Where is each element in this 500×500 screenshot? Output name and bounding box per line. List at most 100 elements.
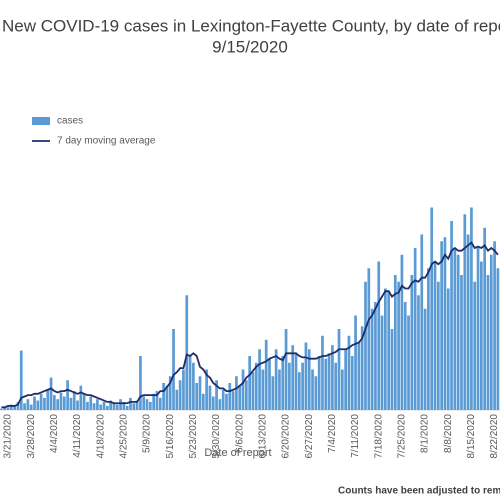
bar <box>0 408 3 410</box>
bar <box>142 396 146 410</box>
bar <box>297 372 301 410</box>
bar <box>496 268 500 410</box>
bar <box>145 399 149 410</box>
bar <box>307 349 311 410</box>
bar <box>258 349 261 410</box>
bar <box>347 335 351 410</box>
x-tick-label: 6/13/2020 <box>258 414 269 459</box>
bar <box>192 362 195 410</box>
bar <box>489 254 493 410</box>
bar <box>453 248 457 410</box>
bar <box>427 268 430 410</box>
bar <box>470 207 473 410</box>
x-tick-label: 7/18/2020 <box>373 414 384 459</box>
bar <box>86 401 89 410</box>
bar <box>205 369 208 410</box>
bar <box>43 397 46 410</box>
x-tick-label: 6/20/2020 <box>281 414 292 459</box>
bar <box>188 356 192 410</box>
bar <box>483 227 487 410</box>
bar <box>264 339 268 410</box>
moving-average-line <box>1 241 499 409</box>
bar <box>99 404 103 410</box>
x-tick-label: 7/11/2020 <box>350 414 361 458</box>
x-tick-label: 8/1/2020 <box>420 414 431 453</box>
bar <box>354 315 357 410</box>
x-tick-label: 4/4/2020 <box>49 414 60 453</box>
bar <box>238 385 242 410</box>
bar <box>304 342 308 410</box>
bar <box>185 295 189 410</box>
bar <box>195 383 199 410</box>
bar <box>450 221 453 410</box>
x-tick-label: 8/8/2020 <box>443 414 454 453</box>
bar <box>29 404 33 410</box>
bar <box>76 400 79 410</box>
bar <box>6 407 10 410</box>
bar <box>413 248 417 410</box>
bar <box>370 308 374 410</box>
bar <box>314 376 318 410</box>
x-tick-label: 7/25/2020 <box>397 414 408 459</box>
x-tick-label: 8/15/2020 <box>466 414 477 459</box>
bar <box>225 393 228 410</box>
bar <box>284 329 288 410</box>
bar <box>89 396 93 410</box>
bar <box>162 383 165 410</box>
bar <box>274 349 278 410</box>
bar <box>417 295 420 410</box>
x-tick-label: 4/11/2020 <box>72 414 83 458</box>
bar <box>248 356 251 410</box>
bar <box>397 281 400 410</box>
bar <box>105 405 109 410</box>
bar <box>178 380 182 410</box>
bar <box>377 261 381 410</box>
bar <box>235 376 238 410</box>
x-tick-label: 4/18/2020 <box>95 414 106 459</box>
bar <box>241 369 245 410</box>
bar <box>165 385 169 410</box>
bar <box>331 345 334 410</box>
bar <box>251 372 255 410</box>
bar <box>476 248 480 410</box>
bar <box>278 369 281 410</box>
legend-swatch <box>32 117 50 125</box>
bar <box>393 275 397 410</box>
bar <box>456 254 460 410</box>
bar <box>436 281 440 410</box>
x-tick-label: 5/9/2020 <box>142 414 153 453</box>
bar <box>69 397 73 410</box>
bar <box>374 302 377 410</box>
bar <box>152 393 156 410</box>
bar <box>218 399 222 410</box>
bar <box>66 380 69 410</box>
bar <box>261 369 265 410</box>
bar <box>337 329 341 410</box>
x-tick-label: 7/4/2020 <box>327 414 338 453</box>
bar <box>334 362 338 410</box>
bar <box>208 385 212 410</box>
bar <box>102 401 106 410</box>
bar <box>119 399 122 410</box>
chart-subtitle: 9/15/2020 <box>212 37 288 56</box>
bar <box>201 393 205 410</box>
bar <box>19 350 23 410</box>
bar <box>357 342 361 410</box>
bar <box>288 362 291 410</box>
bar <box>56 399 60 410</box>
bar <box>3 407 7 410</box>
bar <box>182 369 185 410</box>
bar <box>13 405 16 410</box>
x-tick-label: 5/16/2020 <box>165 414 176 459</box>
bar <box>317 356 321 410</box>
bar <box>46 389 50 410</box>
x-tick-label: 8/22/2020 <box>489 414 500 459</box>
legend-label: 7 day moving average <box>57 136 156 147</box>
bar <box>39 393 43 410</box>
bar <box>135 400 139 410</box>
bar <box>410 275 414 410</box>
bar <box>59 392 63 410</box>
bar <box>72 391 76 410</box>
legend-label: cases <box>57 116 83 127</box>
